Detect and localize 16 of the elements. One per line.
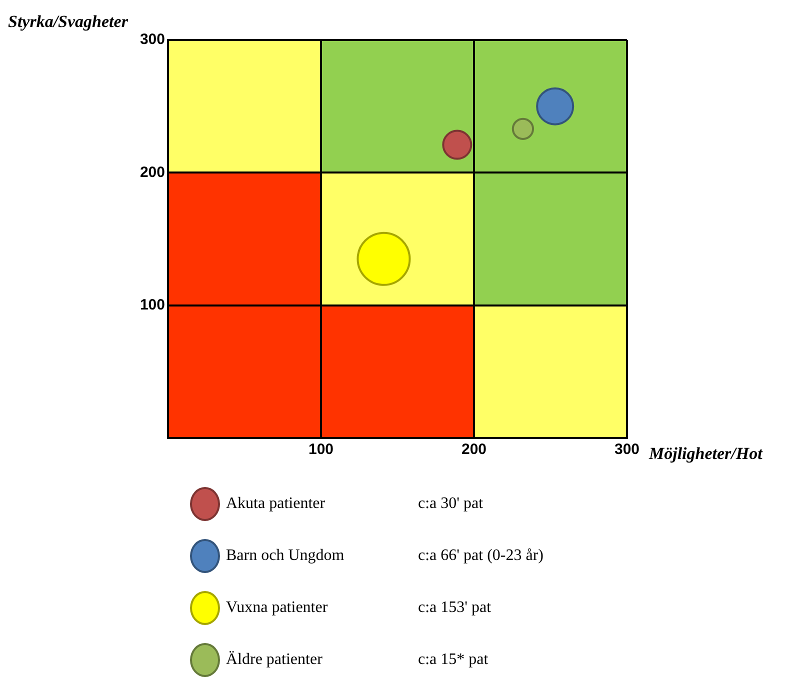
y-tick-label: 100 (140, 296, 165, 314)
legend-label: Barn och Ungdom (226, 547, 346, 565)
legend-label: Akuta patienter (226, 495, 326, 513)
x-tick-label: 100 (308, 441, 334, 458)
legend-label: Vuxna patienter (226, 599, 329, 617)
y-tick-label: 200 (140, 164, 165, 181)
y-tick-label: 300 (140, 31, 165, 48)
text: c:a 15* pat (418, 651, 488, 669)
x-tick-label: 300 (614, 441, 640, 458)
x-tick-label: 200 (461, 441, 487, 458)
legend-label: Äldre patienter (226, 651, 324, 669)
text: c:a 30' pat (418, 495, 484, 513)
text: c:a 153' pat (418, 599, 492, 617)
y-axis-title: Styrka/Svagheter (8, 12, 128, 32)
text: c:a 66' pat (0-23 år) (418, 547, 544, 565)
x-axis-title: Möjligheter/Hot (649, 444, 762, 464)
